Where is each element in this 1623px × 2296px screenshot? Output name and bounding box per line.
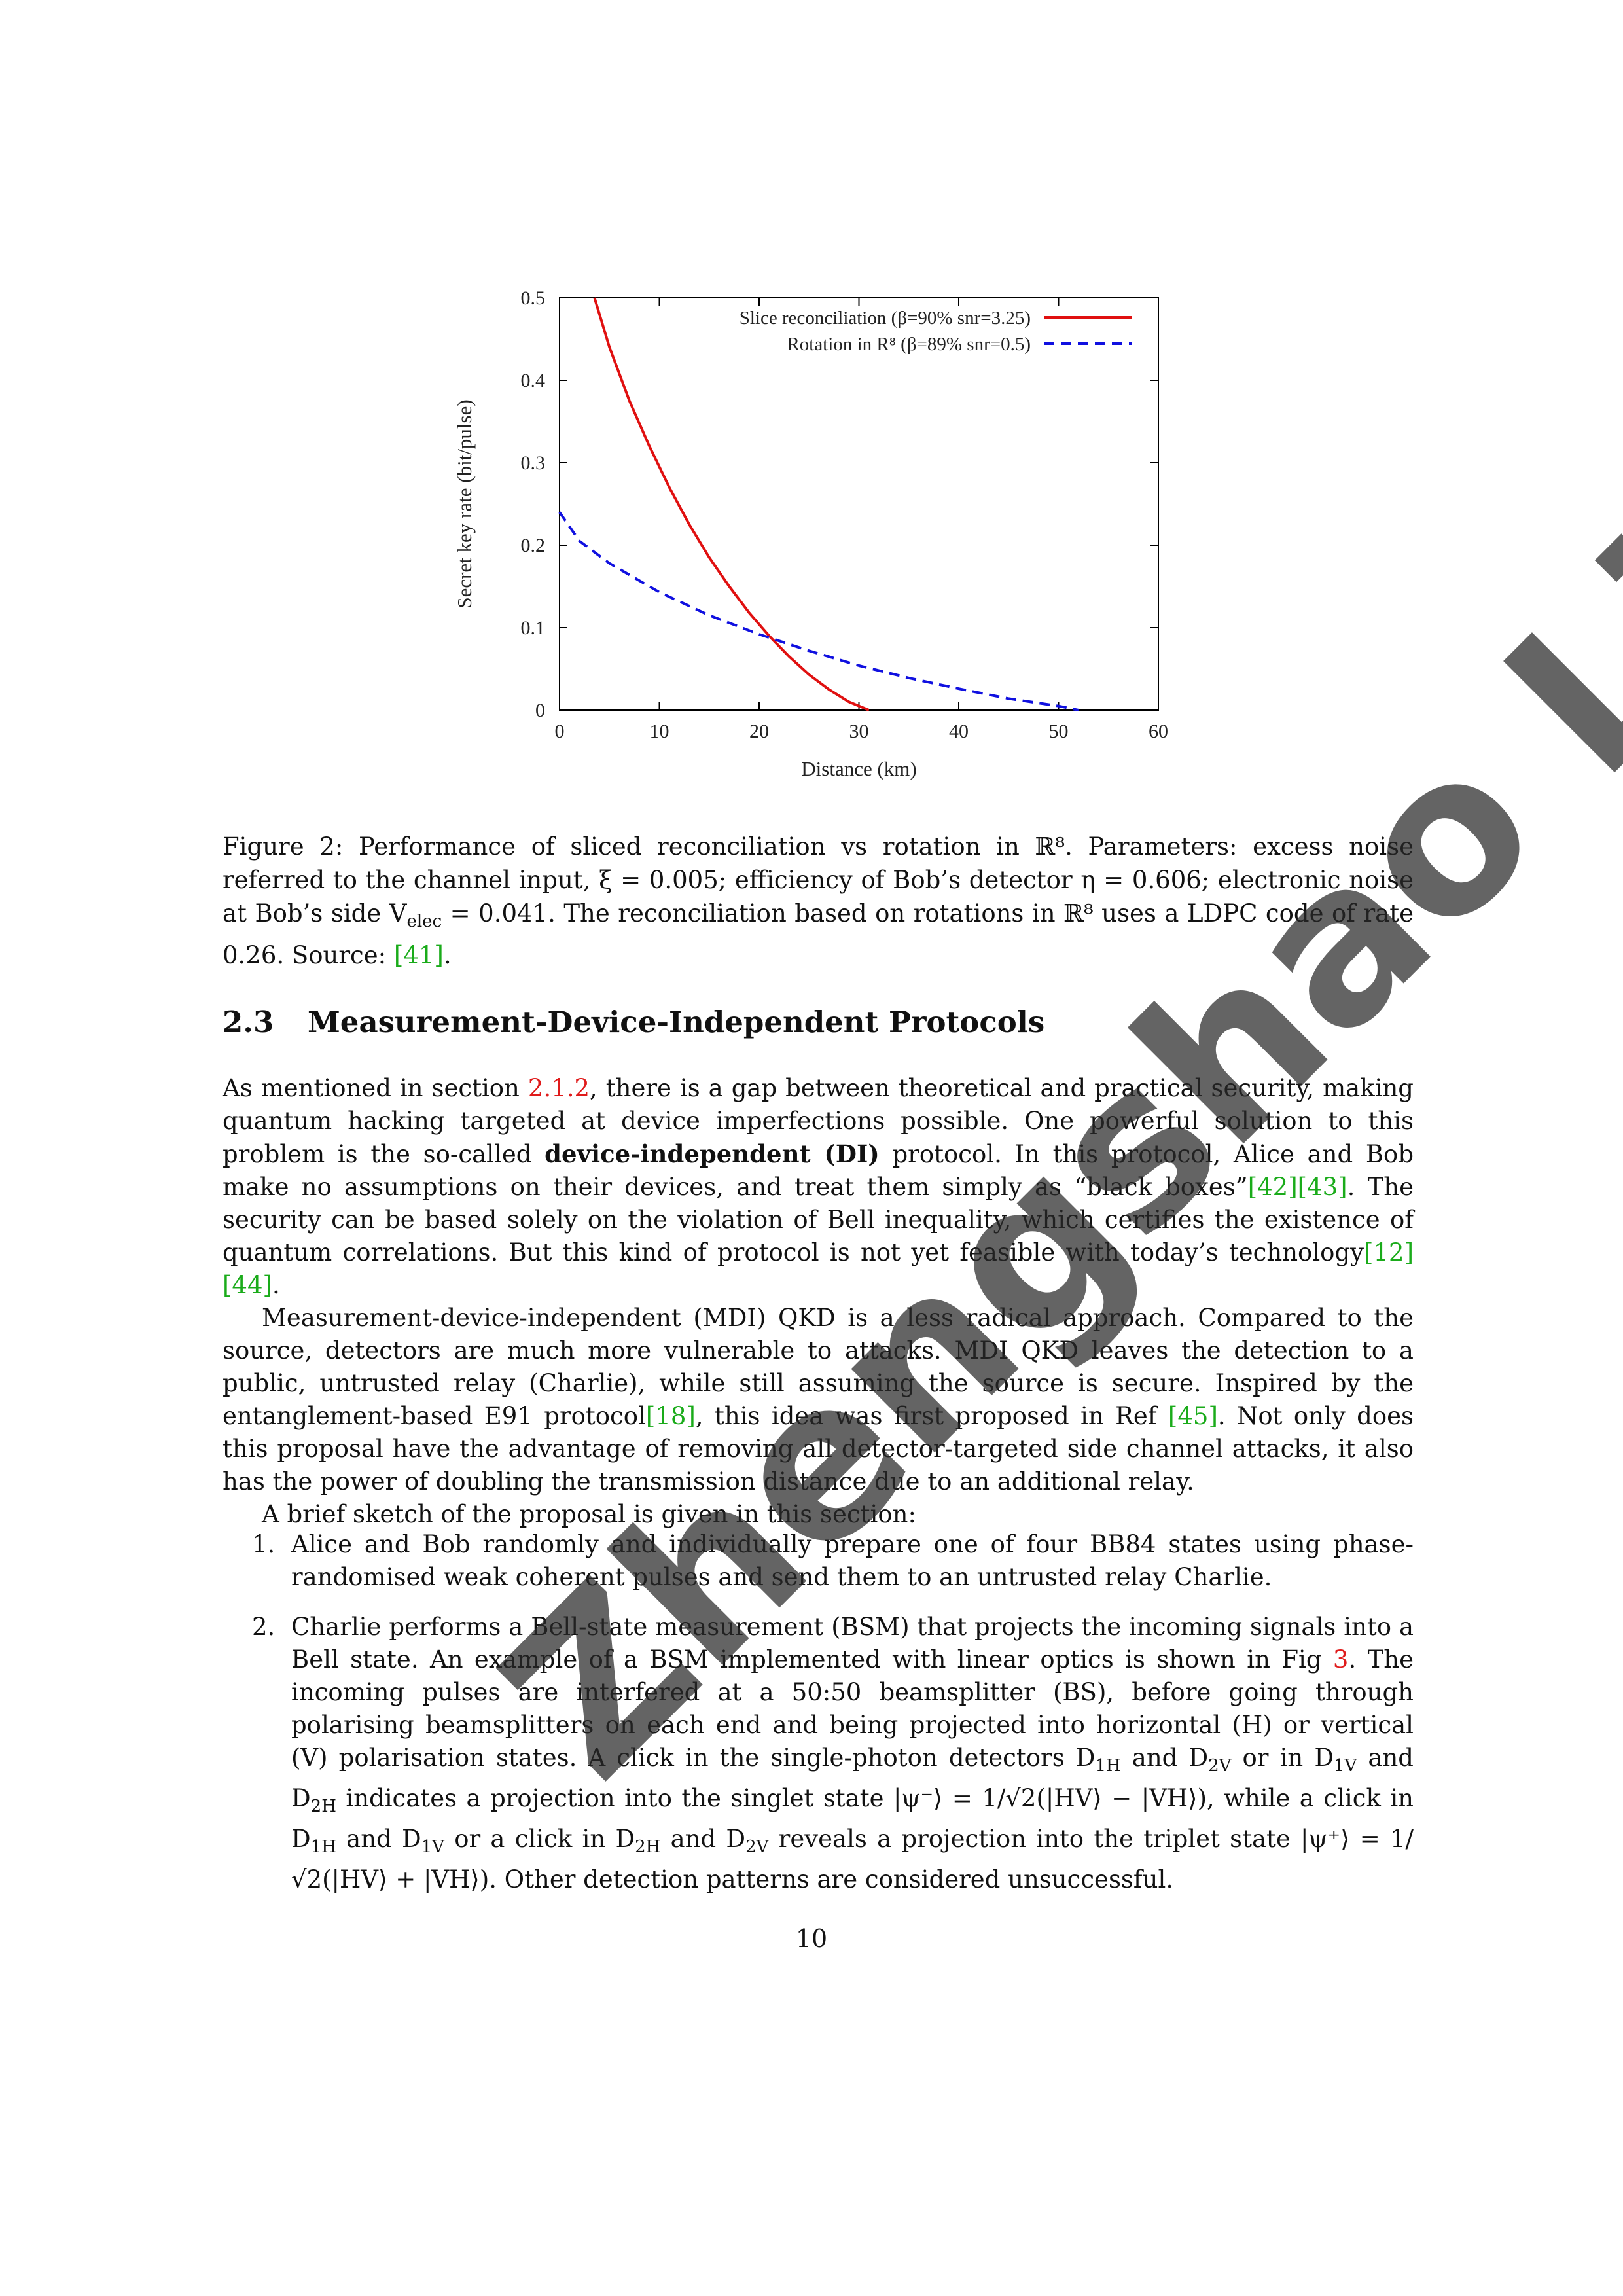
subscript: 1V <box>1334 1756 1357 1776</box>
legend-label: Rotation in R⁸ (β=89% snr=0.5) <box>787 334 1031 355</box>
subscript: 2H <box>635 1837 661 1857</box>
y-tick-label: 0.5 <box>521 287 546 309</box>
figure-ref-link[interactable]: 3 <box>1332 1645 1349 1674</box>
text-run: . Not only does this proposal have the a… <box>223 1402 1414 1496</box>
citation-link[interactable]: [45] <box>1168 1402 1218 1430</box>
subscript: 1H <box>1095 1756 1121 1776</box>
list-item: 1. Alice and Bob randomly and individual… <box>252 1528 1414 1594</box>
caption-text: Performance of sliced reconciliation vs … <box>223 833 1414 927</box>
chart-svg: 0 10 20 30 40 50 60 0 0.1 0.2 0.3 0.4 0.5 Distance (k… <box>445 278 1178 812</box>
x-tick-label: 0 <box>555 721 565 742</box>
paragraph-1: As mentioned in section 2.1.2, there is … <box>223 1072 1414 1302</box>
y-tick-label: 0.2 <box>521 535 546 556</box>
section-number: 2.3 <box>223 1005 274 1039</box>
legend-label: Slice reconciliation (β=90% snr=3.25) <box>740 308 1031 329</box>
text-run: and D <box>660 1825 746 1853</box>
subscript: 1H <box>310 1837 336 1857</box>
page-number: 10 <box>795 1924 828 1953</box>
caption-end: . <box>443 941 452 969</box>
x-tick-label: 30 <box>849 721 869 742</box>
x-axis-label: Distance (km) <box>801 757 916 780</box>
text-run: . The security can be based solely on th… <box>223 1173 1414 1266</box>
caption-citation-link[interactable]: [41] <box>393 941 444 969</box>
paragraph-3: A brief sketch of the proposal is given … <box>262 1500 916 1528</box>
text-run: and D <box>336 1825 421 1853</box>
text-run: and D <box>291 1744 1414 1812</box>
y-tick-label: 0.1 <box>521 617 546 639</box>
subscript: 2V <box>1208 1756 1232 1776</box>
citation-link[interactable]: [12] <box>1364 1238 1414 1266</box>
caption-label: Figure 2: <box>223 833 344 861</box>
text-run: reveals a projection into the triplet st… <box>291 1825 1414 1893</box>
body-text: As mentioned in section 2.1.2, there is … <box>223 1072 1414 1531</box>
y-tick-label: 0 <box>535 700 545 721</box>
caption-text-2: = 0.041. The reconciliation based on rot… <box>223 899 1414 969</box>
text-run: . The incoming pulses are interfered at … <box>291 1645 1414 1772</box>
subscript: 1V <box>421 1837 444 1857</box>
citation-link[interactable]: [18] <box>645 1402 696 1430</box>
bold-term: device-independent (DI) <box>544 1139 880 1168</box>
text-run: , there is a gap between theoretical and… <box>223 1074 1414 1168</box>
text-run: and D <box>1120 1744 1209 1772</box>
y-axis-label: Secret key rate (bit/pulse) <box>453 399 476 608</box>
subscript: 2V <box>745 1837 769 1857</box>
figure-caption: Figure 2: Performance of sliced reconcil… <box>223 830 1414 972</box>
text-run: Measurement-device-independent (MDI) QKD… <box>223 1304 1414 1430</box>
x-tick-label: 50 <box>1049 721 1069 742</box>
text-run: As mentioned in section <box>223 1074 528 1102</box>
y-tick-label: 0.4 <box>521 370 546 391</box>
list-item-text: Charlie performs a Bell-state measuremen… <box>291 1611 1414 1896</box>
citation-link[interactable]: [43] <box>1297 1173 1347 1201</box>
paragraph-2: Measurement-device-independent (MDI) QKD… <box>223 1302 1414 1498</box>
citation-link[interactable]: [42] <box>1247 1173 1298 1201</box>
text-run: Charlie performs a Bell-state measuremen… <box>291 1613 1414 1674</box>
text-run: , this idea was first proposed in Ref <box>695 1402 1168 1430</box>
list-item: 2. Charlie performs a Bell-state measure… <box>252 1611 1414 1896</box>
list-item-number: 2. <box>252 1613 276 1641</box>
text-run: or in D <box>1231 1744 1334 1772</box>
x-tick-label: 10 <box>650 721 669 742</box>
text-run: or a click in D <box>444 1825 635 1853</box>
text-run: . <box>272 1271 280 1299</box>
x-tick-label: 40 <box>949 721 969 742</box>
x-tick-label: 60 <box>1149 721 1168 742</box>
section-title: Measurement-Device-Independent Protocols <box>308 1005 1045 1039</box>
series-line <box>558 511 1079 711</box>
list-item-number: 1. <box>252 1530 276 1558</box>
text-run: protocol. In this protocol, Alice and Bo… <box>223 1140 1414 1201</box>
citation-link[interactable]: [44] <box>223 1271 272 1299</box>
list-item-text: Alice and Bob randomly and individually … <box>291 1530 1414 1591</box>
series-line <box>593 297 870 711</box>
caption-subscript: elec <box>406 912 442 931</box>
section-ref-link[interactable]: 2.1.2 <box>527 1074 590 1102</box>
text-run: indicates a projection into the singlet … <box>291 1784 1414 1853</box>
subscript: 2H <box>310 1797 336 1816</box>
figure-chart: 0 10 20 30 40 50 60 0 0.1 0.2 0.3 0.4 0.5 Distance (k… <box>445 278 1178 812</box>
y-tick-label: 0.3 <box>521 452 546 474</box>
x-tick-label: 20 <box>749 721 769 742</box>
section-heading: 2.3 Measurement-Device-Independent Protoc… <box>223 1005 1414 1039</box>
